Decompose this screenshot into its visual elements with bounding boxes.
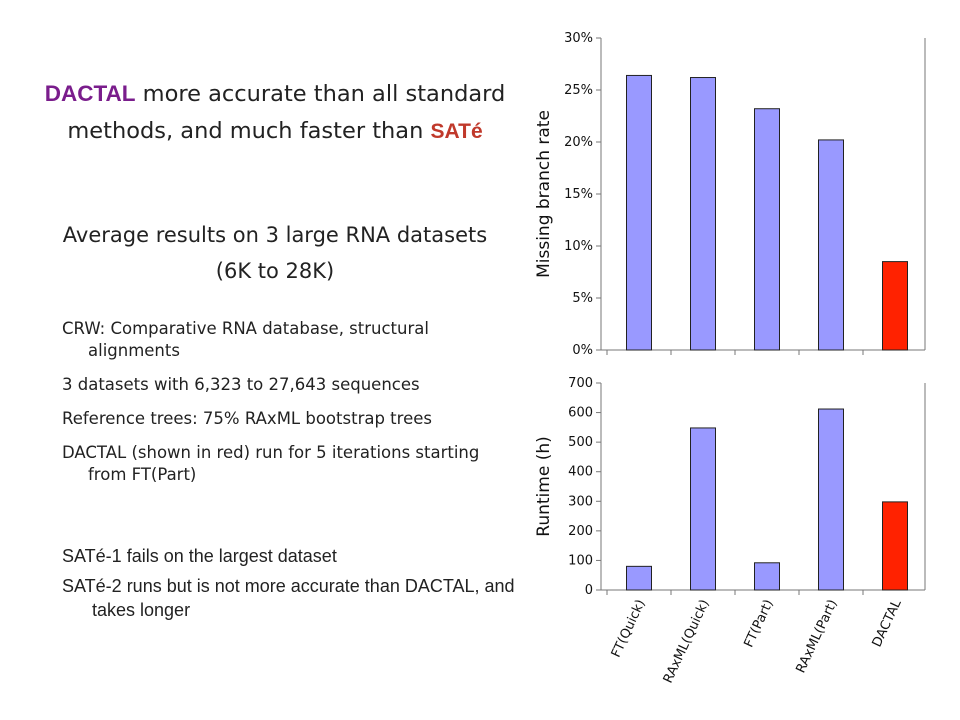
bar-charts: 0% 5% 10% 15% 20% 25% 30% Missing branch rate 0 1… bbox=[534, 31, 926, 686]
note-item: SATé-2 runs but is not more accurate tha… bbox=[62, 576, 515, 620]
notes-list: SATé-1 fails on the largest dataset SATé… bbox=[62, 544, 532, 628]
y-tick-label: 600 bbox=[568, 406, 593, 421]
y-tick-label: 500 bbox=[568, 435, 593, 450]
y-tick-label: 400 bbox=[568, 465, 593, 480]
y-tick-label: 200 bbox=[568, 524, 593, 539]
slide-subtitle: Average results on 3 large RNA datasets … bbox=[62, 223, 488, 283]
bullet-item: Reference trees: 75% RAxML bootstrap tre… bbox=[62, 409, 432, 428]
bar bbox=[754, 108, 780, 351]
y-tick-label: 25% bbox=[564, 83, 593, 98]
bar bbox=[754, 562, 780, 591]
x-category-label: FT(Part) bbox=[741, 597, 776, 650]
y-axis-label: Runtime (h) bbox=[534, 436, 554, 536]
bar bbox=[882, 501, 908, 591]
y-tick-label: 0% bbox=[572, 343, 593, 358]
y-tick-label: 700 bbox=[568, 376, 593, 391]
bullet-item: 3 datasets with 6,323 to 27,643 sequence… bbox=[62, 375, 420, 394]
y-tick-label: 300 bbox=[568, 494, 593, 509]
bar bbox=[690, 427, 716, 591]
bar bbox=[626, 74, 652, 351]
bar bbox=[882, 261, 908, 351]
y-tick-label: 10% bbox=[564, 239, 593, 254]
x-category-label: DACTAL bbox=[870, 597, 905, 650]
y-tick-label: 20% bbox=[564, 135, 593, 150]
y-tick-label: 15% bbox=[564, 187, 593, 202]
bullet-item: DACTAL (shown in red) run for 5 iteratio… bbox=[62, 443, 480, 484]
bullet-list: CRW: Comparative RNA database, structura… bbox=[62, 318, 522, 498]
y-tick-label: 100 bbox=[568, 553, 593, 568]
bar bbox=[626, 565, 652, 591]
title-dactal: DACTAL bbox=[44, 81, 136, 106]
bar bbox=[818, 139, 844, 351]
title-middle: more accurate than all standard methods,… bbox=[67, 81, 506, 144]
bar bbox=[818, 408, 844, 591]
x-category-label: RAxML(Part) bbox=[793, 597, 840, 675]
note-item: SATé-1 fails on the largest dataset bbox=[62, 546, 337, 566]
y-tick-label: 0 bbox=[585, 583, 593, 598]
slide-title: DACTAL more accurate than all standard m… bbox=[40, 75, 510, 150]
y-axis-label: Missing branch rate bbox=[534, 110, 554, 278]
x-category-label: FT(Quick) bbox=[609, 597, 649, 660]
y-tick-label: 30% bbox=[564, 31, 593, 46]
title-sate: SATé bbox=[430, 120, 483, 143]
bar bbox=[690, 77, 716, 351]
y-tick-label: 5% bbox=[572, 291, 593, 306]
x-category-label: RAxML(Quick) bbox=[661, 597, 713, 685]
bullet-item: CRW: Comparative RNA database, structura… bbox=[62, 319, 429, 360]
